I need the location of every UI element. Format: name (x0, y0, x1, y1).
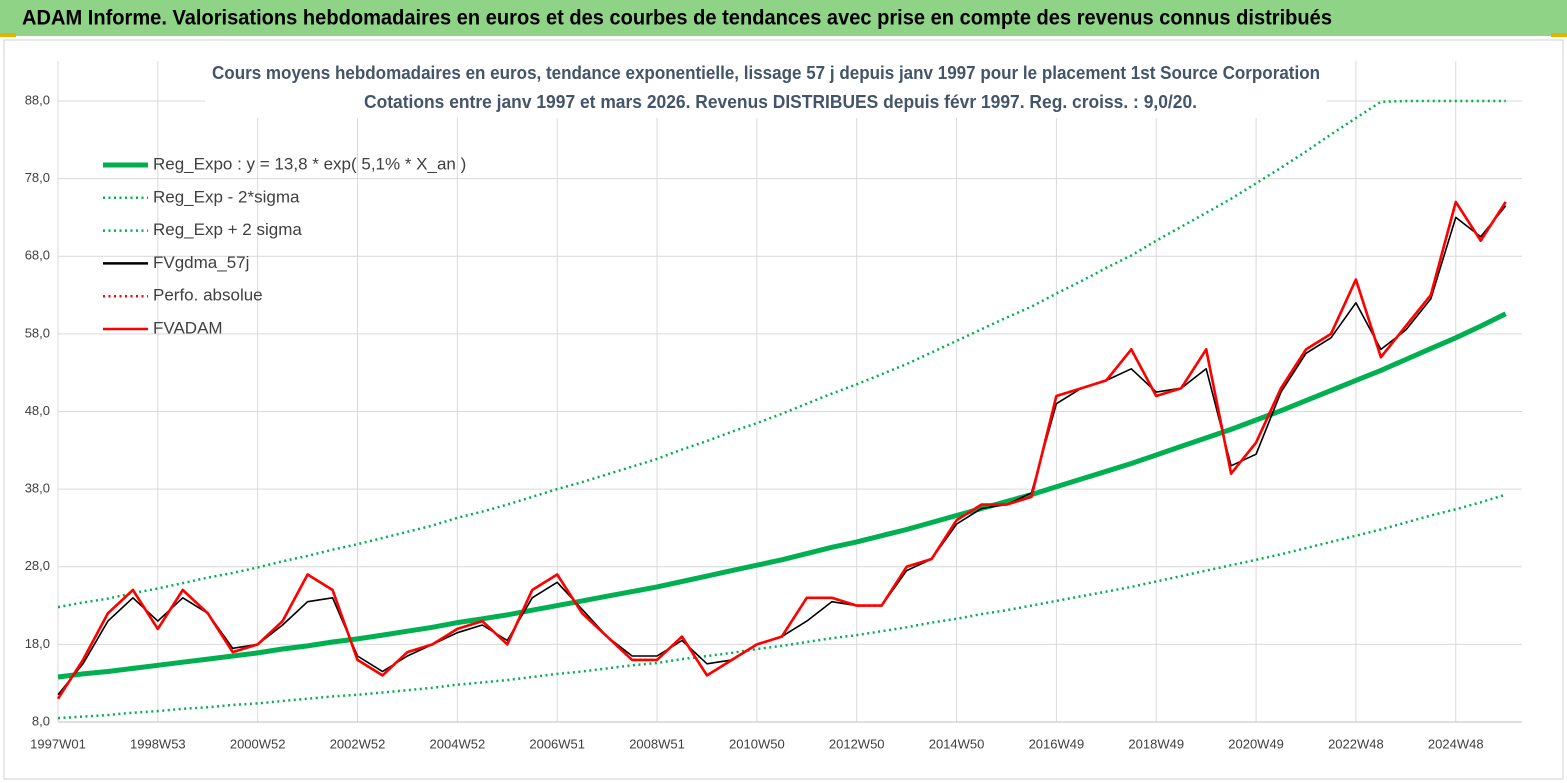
legend-label: Reg_Exp + 2 sigma (153, 220, 302, 239)
chart-subtitle: Cotations entre janv 1997 et mars 2026. … (364, 92, 1197, 112)
x-tick-label: 1997W01 (30, 736, 86, 751)
y-tick-label: 68,0 (25, 248, 50, 263)
series-line (57, 493, 1507, 720)
x-tick-label: 2018W49 (1128, 736, 1184, 751)
legend-label: Reg_Exp - 2*sigma (153, 187, 300, 206)
x-tick-label: 2006W51 (529, 736, 585, 751)
legend-label: FVADAM (153, 318, 223, 337)
legend: Reg_Expo : y = 13,8 * exp( 5,1% * X_an )… (103, 154, 466, 337)
y-tick-label: 38,0 (25, 481, 50, 496)
x-tick-label: 2022W48 (1328, 736, 1384, 751)
y-tick-label: 28,0 (25, 558, 50, 573)
y-tick-label: 58,0 (25, 325, 50, 340)
y-tick-label: 78,0 (25, 170, 50, 185)
x-tick-label: 2008W51 (629, 736, 685, 751)
header-accent (0, 33, 16, 37)
header-accent (1551, 33, 1567, 37)
header-bar (0, 0, 1567, 36)
series-line (57, 99, 1506, 609)
legend-label: Perfo. absolue (153, 286, 263, 305)
x-tick-label: 2004W52 (430, 736, 486, 751)
x-tick-label: 2010W50 (729, 736, 785, 751)
x-tick-label: 2012W50 (829, 736, 885, 751)
x-tick-label: 2002W52 (330, 736, 386, 751)
series-line (56, 200, 1507, 700)
x-tick-label: 2016W49 (1029, 736, 1085, 751)
x-tick-label: 2020W49 (1228, 736, 1284, 751)
y-tick-label: 8,0 (32, 713, 50, 728)
legend-label: FVgdma_57j (153, 253, 249, 272)
title-backdrop (205, 60, 1327, 118)
chart-title: Cours moyens hebdomadaires en euros, ten… (212, 63, 1320, 83)
plot-lines (56, 99, 1507, 720)
series-line (56, 200, 1507, 700)
x-tick-label: 1998W53 (130, 736, 186, 751)
x-tick-label: 2024W48 (1428, 736, 1484, 751)
y-tick-label: 48,0 (25, 403, 50, 418)
y-tick-label: 88,0 (25, 92, 50, 107)
y-tick-label: 18,0 (25, 636, 50, 651)
x-tick-label: 2000W52 (230, 736, 286, 751)
chart-frame (3, 39, 1564, 780)
x-tick-label: 2014W50 (929, 736, 985, 751)
page-title: ADAM Informe. Valorisations hebdomadaire… (22, 7, 1332, 30)
series-line (57, 205, 1507, 696)
series-line (57, 311, 1507, 680)
legend-label: Reg_Expo : y = 13,8 * exp( 5,1% * X_an ) (153, 154, 466, 173)
